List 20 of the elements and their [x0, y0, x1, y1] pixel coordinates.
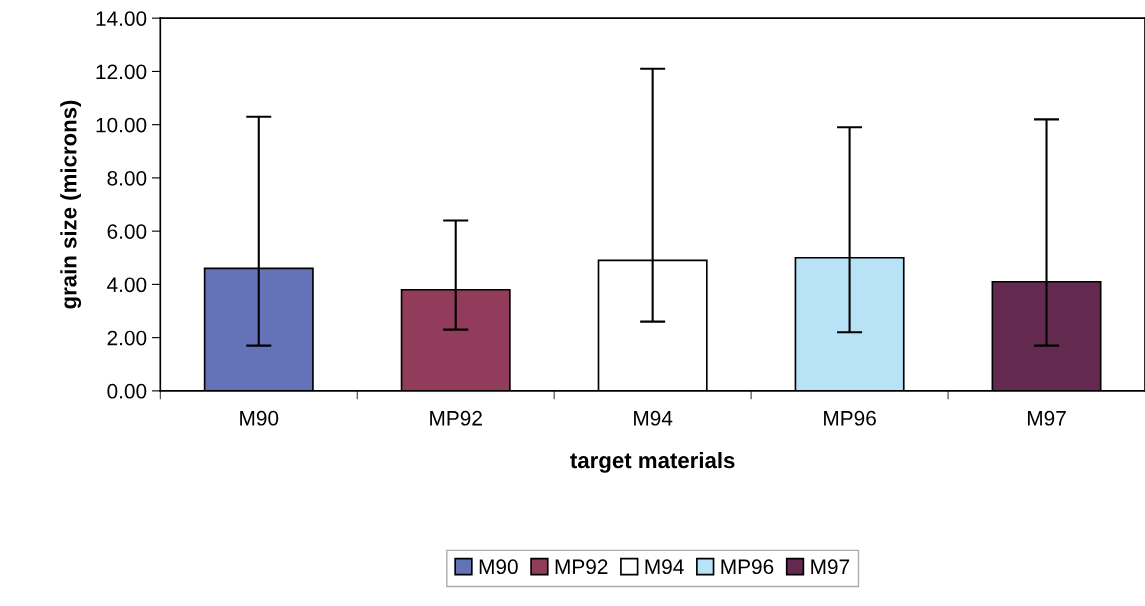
x-axis-title: target materials [570, 451, 735, 473]
y-tick-label: 10.00 [96, 117, 147, 133]
x-tick-label: M94 [634, 410, 673, 426]
y-tick-label: 12.00 [96, 64, 147, 80]
legend-label: MP92 [555, 559, 608, 575]
y-tick-label: 0.00 [107, 383, 147, 399]
y-tick-label: 6.00 [107, 224, 147, 239]
legend-label: M90 [479, 559, 518, 575]
legend-label: M97 [811, 559, 850, 575]
legend-label: M94 [645, 559, 684, 575]
x-tick-label: MP96 [824, 410, 876, 426]
y-tick-label: 14.00 [96, 11, 147, 26]
y-axis-title: grain size (microns) [60, 100, 82, 309]
y-tick-label: 2.00 [107, 330, 147, 346]
x-tick-label: M97 [1027, 410, 1066, 426]
y-tick-label: 4.00 [107, 277, 147, 293]
x-tick-label: MP92 [430, 410, 482, 426]
legend-label: MP96 [721, 559, 774, 575]
y-tick-label: 8.00 [107, 170, 147, 186]
x-tick-label: M90 [240, 410, 279, 426]
